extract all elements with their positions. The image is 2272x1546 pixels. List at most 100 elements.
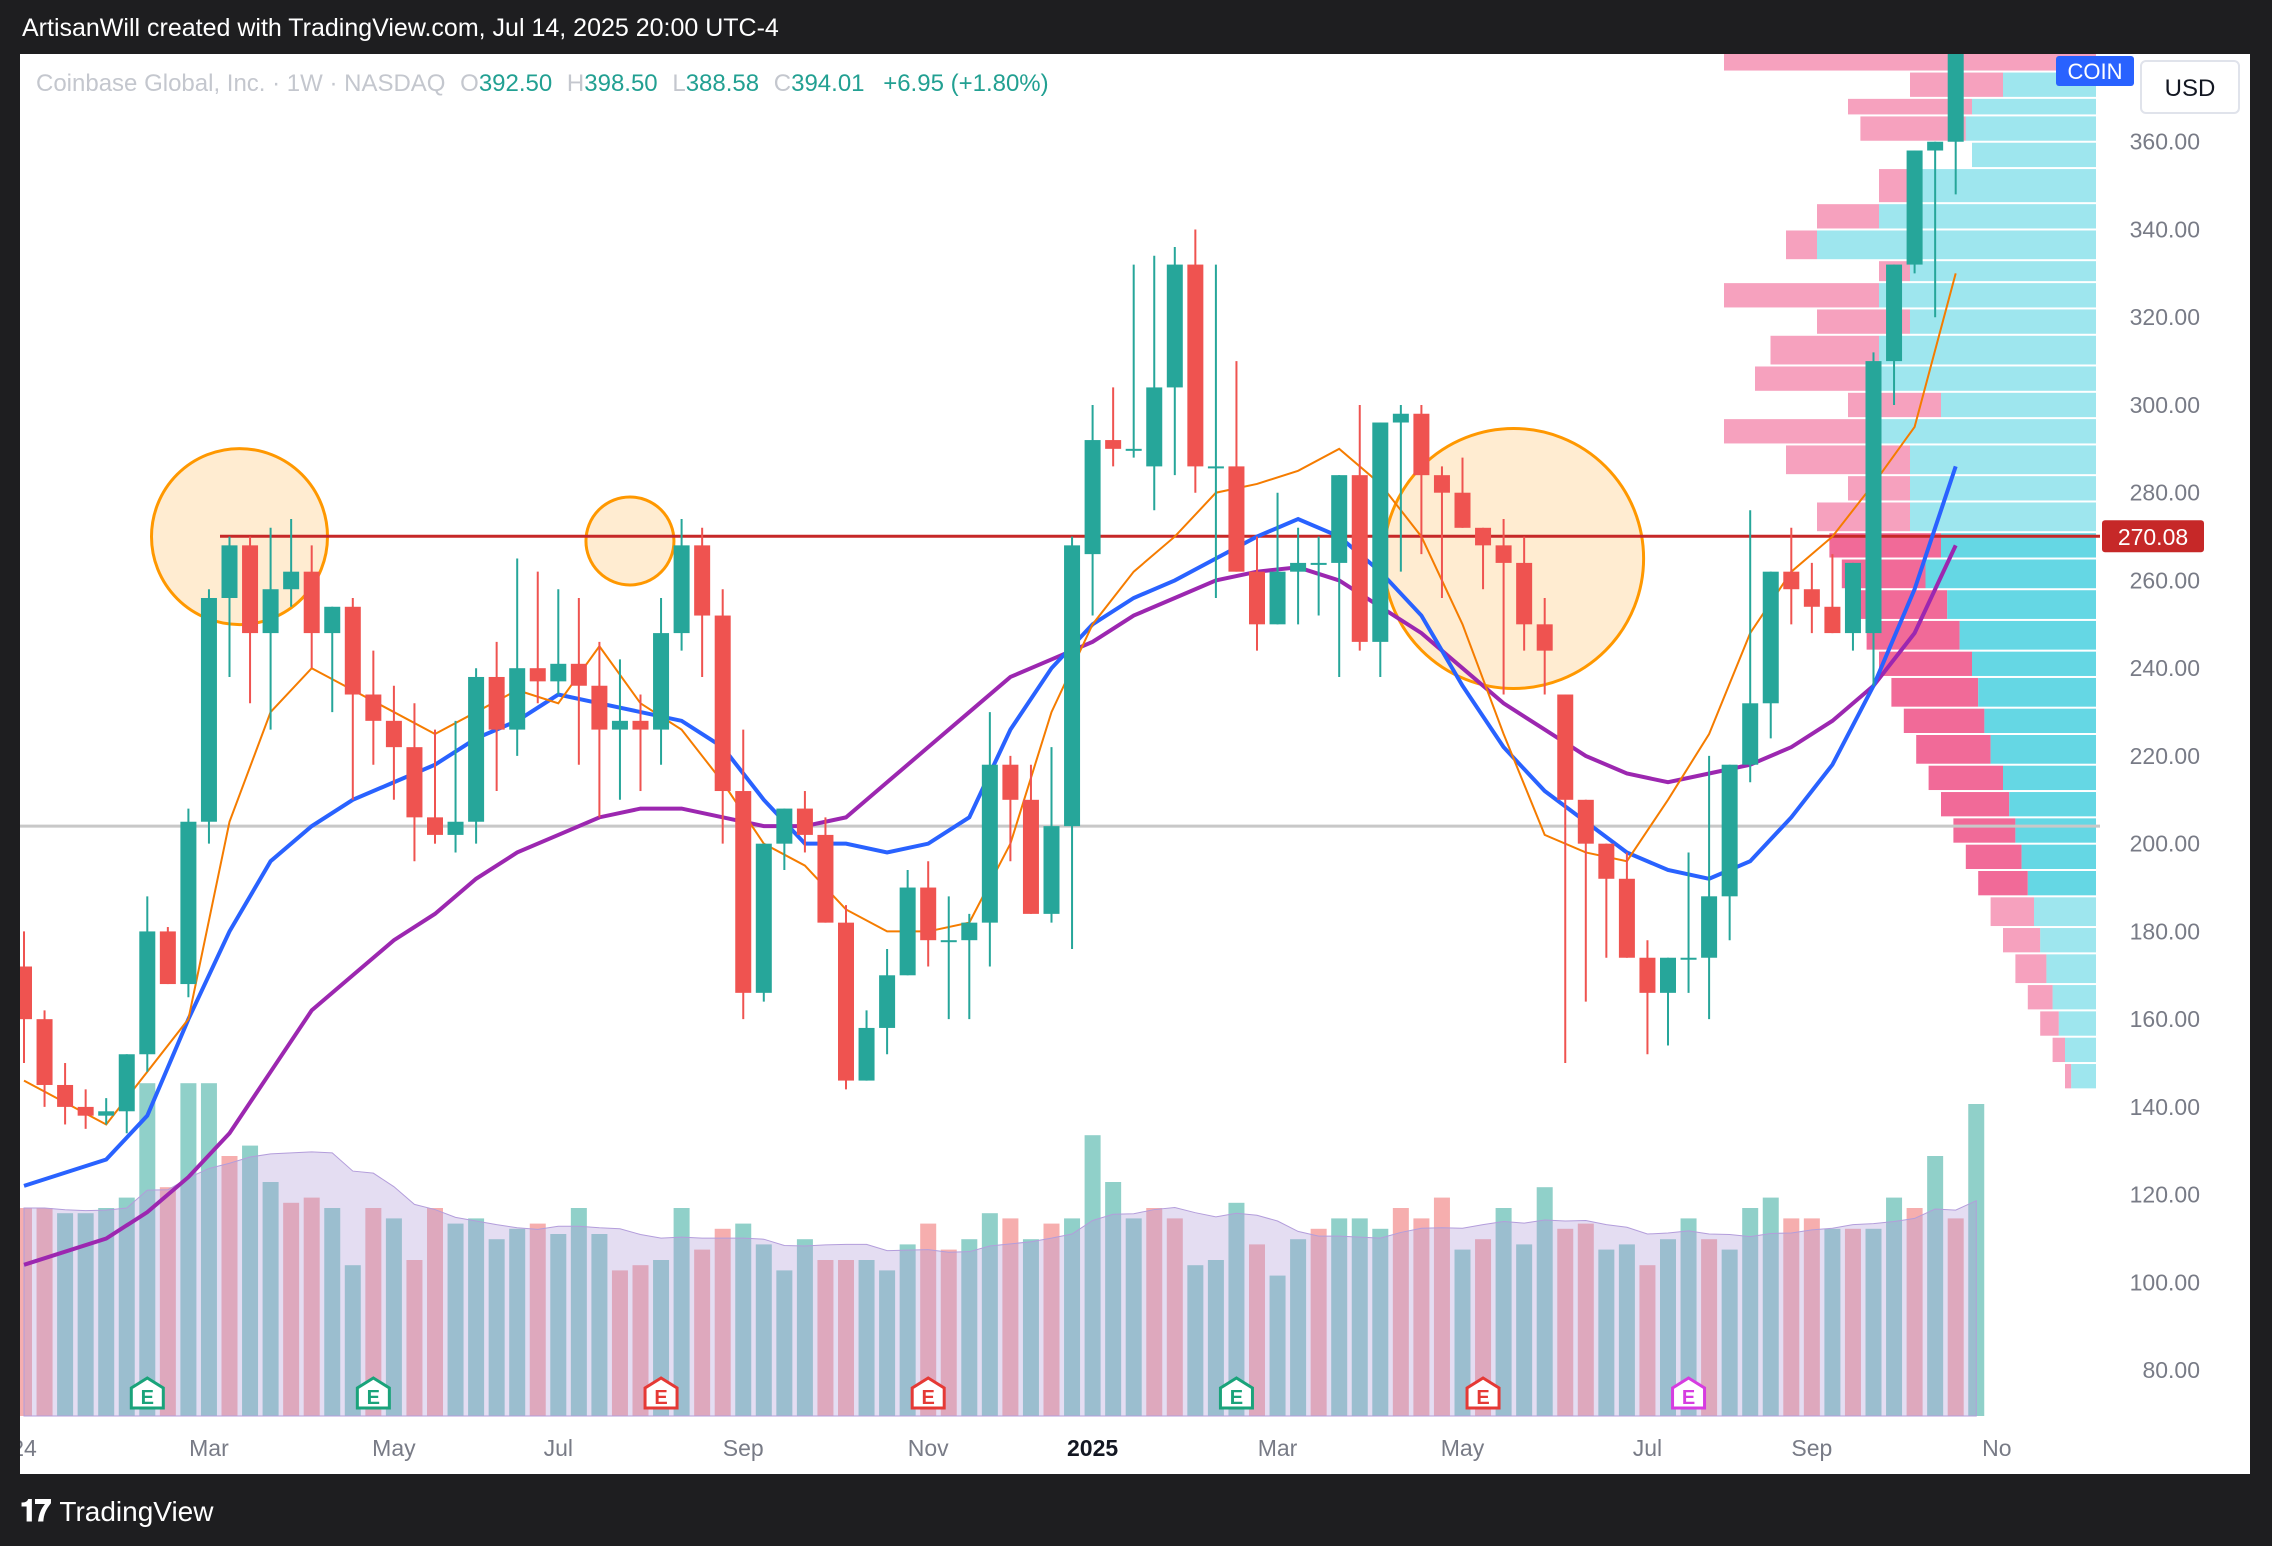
volume-profile-sell: [2052, 1037, 2065, 1063]
volume-bars: [20, 1083, 1985, 1417]
volume-bar: [653, 1260, 670, 1416]
candle-body: [1105, 440, 1122, 449]
volume-bar: [1844, 1228, 1861, 1416]
candle-body: [98, 1111, 115, 1116]
chart-panel[interactable]: E E E E E E E 80.00 100.00 120.00 140.00 160.00 180…: [20, 54, 2250, 1474]
volume-bar: [1536, 1187, 1553, 1416]
ema-fast-line: [23, 273, 1957, 1126]
high-key: H: [566, 70, 585, 97]
price-tick-label: 160.00: [2130, 1006, 2200, 1032]
candle-body: [1433, 475, 1450, 493]
volume-bar: [1413, 1218, 1430, 1416]
volume-profile-sell: [1755, 366, 1879, 391]
earnings-letter: E: [922, 1387, 935, 1409]
price-tick-label: 320.00: [2130, 304, 2200, 330]
candle-body: [1228, 466, 1245, 572]
candle-body: [899, 887, 916, 976]
candle-body: [118, 1054, 135, 1112]
volume-profile-buy: [2046, 954, 2096, 984]
candle-body: [303, 571, 320, 634]
chart-canvas[interactable]: E E E E E E E 80.00 100.00 120.00 140.00 160.00 180…: [20, 54, 2250, 1474]
volume-bar: [1495, 1208, 1512, 1416]
candle-body: [735, 791, 752, 993]
candle-body: [1557, 694, 1574, 800]
volume-bar: [776, 1270, 793, 1416]
volume-profile-sell: [1916, 735, 1991, 764]
currency-button[interactable]: USD: [2140, 60, 2240, 114]
candle-body: [159, 931, 176, 985]
open-value: 392.50: [478, 70, 553, 97]
candle-body: [1701, 896, 1718, 958]
earnings-marker-icon: E: [1671, 1376, 1707, 1410]
volume-bar: [899, 1244, 916, 1416]
candle-body: [180, 821, 197, 985]
volume-profile-buy: [1941, 392, 2096, 418]
volume-bar: [406, 1260, 423, 1416]
earnings-marker-icon: E: [1465, 1376, 1501, 1410]
volume-bar: [529, 1223, 546, 1416]
volume-profile-sell: [2015, 954, 2047, 984]
candle-body: [1064, 545, 1081, 827]
volume-bar: [427, 1208, 443, 1416]
volume-profile-sell: [2065, 1064, 2072, 1089]
resistance-price-label: 270.08: [2118, 524, 2188, 550]
price-tick-label: 80.00: [2142, 1357, 2200, 1383]
candle-body: [694, 545, 711, 616]
volume-bar: [488, 1239, 505, 1416]
volume-profile-sell: [2040, 1011, 2059, 1036]
candle-body: [200, 598, 217, 822]
volume-bar: [1824, 1228, 1841, 1416]
candle-body: [1372, 422, 1389, 642]
candle-body: [1351, 475, 1368, 642]
volume-profile-sell: [1724, 54, 2096, 71]
candle-body: [1125, 448, 1142, 451]
candle-body: [529, 668, 546, 682]
volume-bar: [1947, 1218, 1964, 1416]
ema-mid-line: [23, 465, 1958, 1188]
volume-profile-sell: [1879, 169, 1910, 203]
volume-profile-sell: [1978, 871, 2028, 896]
time-tick-label: 24: [20, 1435, 37, 1461]
volume-bar: [1906, 1208, 1923, 1416]
price-tick-label: 220.00: [2130, 743, 2200, 769]
candle-body: [283, 571, 300, 590]
time-tick-label: Jul: [1633, 1435, 1662, 1461]
earnings-badge-shape: [129, 1376, 165, 1410]
volume-bar: [242, 1145, 259, 1416]
volume-profile-sell: [1724, 283, 1879, 308]
earnings-letter: E: [654, 1387, 667, 1409]
volume-bar: [447, 1223, 464, 1416]
volume-bar: [344, 1265, 361, 1416]
candle-body: [1618, 878, 1635, 958]
candle-body: [1927, 141, 1944, 151]
volume-bar: [714, 1228, 731, 1416]
volume-bar: [817, 1260, 834, 1416]
candle-body: [1577, 799, 1594, 844]
volume-bar: [1290, 1239, 1307, 1416]
volume-profile-buy: [2034, 897, 2096, 927]
volume-bar: [262, 1182, 279, 1416]
time-tick-label: Mar: [1258, 1435, 1298, 1461]
volume-bar: [77, 1213, 94, 1416]
volume-profile-buy: [1965, 116, 2096, 141]
volume-bar: [1187, 1265, 1204, 1416]
price-tick-label: 280.00: [2130, 480, 2200, 506]
volume-bar: [735, 1223, 752, 1416]
volume-bar: [1454, 1249, 1471, 1416]
volume-bar: [1475, 1239, 1492, 1416]
volume-bar: [1598, 1249, 1615, 1416]
time-tick-label: Sep: [723, 1435, 764, 1461]
candle-body: [879, 975, 896, 1028]
symbol-badge-label: COIN: [2068, 59, 2123, 84]
earnings-badge-shape: [643, 1376, 679, 1410]
volume-profile-sell: [1724, 419, 1879, 444]
candle-body: [1187, 264, 1204, 467]
candle-body: [920, 887, 937, 941]
volume-profile-sell: [1817, 502, 1910, 532]
volume-profile-buy: [2065, 1037, 2096, 1063]
volume-profile-buy: [1879, 366, 2096, 391]
highlight-circles: [150, 427, 1646, 691]
volume-profile-buy: [2015, 818, 2096, 843]
volume-bar: [1002, 1218, 1019, 1416]
candle-body: [1392, 413, 1409, 423]
